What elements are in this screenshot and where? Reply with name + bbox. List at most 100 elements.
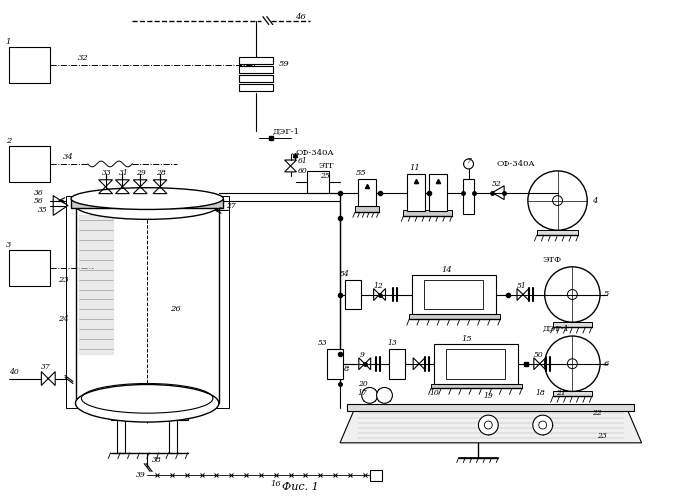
Text: 11: 11 [409, 164, 420, 172]
Bar [169, 418, 177, 452]
Text: 20: 20 [358, 380, 367, 388]
Text: 50: 50 [534, 351, 544, 359]
Text: 46: 46 [295, 12, 306, 20]
Text: 14: 14 [442, 266, 453, 274]
Bar [66, 196, 230, 408]
Text: ЭТГ: ЭТГ [318, 162, 334, 170]
Bar [409, 314, 500, 319]
Bar [111, 413, 187, 420]
Bar [434, 344, 518, 384]
Text: 5: 5 [604, 290, 610, 298]
Bar [345, 280, 361, 310]
Text: 7: 7 [466, 157, 471, 165]
Text: 53: 53 [318, 339, 328, 347]
Text: 3: 3 [5, 241, 11, 249]
Text: 26: 26 [170, 306, 181, 314]
Circle shape [484, 421, 492, 429]
Text: 35: 35 [39, 206, 48, 214]
Text: 28: 28 [156, 169, 166, 177]
Bar [355, 206, 379, 212]
Bar [308, 171, 329, 192]
Bar [462, 179, 475, 214]
Text: 27: 27 [226, 202, 236, 209]
Text: 17: 17 [358, 390, 367, 398]
Text: 22: 22 [592, 409, 602, 417]
Circle shape [538, 421, 547, 429]
Ellipse shape [75, 192, 219, 220]
Polygon shape [340, 408, 642, 443]
Text: 51: 51 [517, 282, 527, 290]
Text: 56: 56 [33, 196, 43, 204]
Text: СФ-340А: СФ-340А [496, 160, 535, 168]
Text: 12: 12 [373, 282, 384, 290]
Ellipse shape [71, 188, 223, 210]
Text: 1: 1 [5, 38, 11, 46]
Bar [9, 48, 50, 83]
Bar [9, 250, 50, 286]
Text: 31: 31 [118, 169, 128, 177]
Text: ЭТФ: ЭТФ [543, 256, 562, 264]
Text: 37: 37 [41, 362, 51, 370]
Circle shape [464, 159, 473, 169]
Bar [446, 349, 505, 378]
Bar [553, 322, 592, 327]
Text: 10: 10 [429, 390, 439, 398]
Bar [239, 84, 273, 91]
Bar [537, 230, 579, 235]
Text: 21: 21 [555, 390, 566, 398]
Text: 2: 2 [5, 137, 11, 145]
Bar [369, 470, 382, 482]
Text: Фис. 1: Фис. 1 [282, 482, 319, 492]
Text: 4: 4 [592, 196, 598, 204]
Text: 19: 19 [483, 392, 493, 400]
Text: 9: 9 [360, 351, 365, 359]
Text: СФ-340А: СФ-340А [295, 149, 334, 157]
Text: 16: 16 [271, 480, 282, 488]
Circle shape [533, 415, 553, 435]
Bar [117, 418, 126, 452]
Text: 59: 59 [278, 60, 289, 68]
Text: ДЭГ-1: ДЭГ-1 [273, 128, 299, 136]
Text: 36: 36 [33, 188, 43, 196]
Bar [9, 146, 50, 182]
Text: 60: 60 [297, 167, 307, 175]
Bar [403, 210, 452, 216]
Circle shape [362, 388, 378, 404]
Text: 32: 32 [78, 54, 89, 62]
Text: 38: 38 [152, 456, 162, 464]
Bar [239, 57, 273, 64]
Text: 15: 15 [462, 335, 473, 343]
Text: 33: 33 [102, 169, 111, 177]
Bar [327, 349, 343, 378]
Text: 29: 29 [136, 169, 146, 177]
Bar [553, 392, 592, 396]
Text: 55: 55 [356, 169, 367, 177]
Bar [71, 198, 223, 208]
Bar [76, 206, 219, 404]
Bar [358, 179, 375, 206]
Text: 24: 24 [58, 315, 69, 323]
Text: 23: 23 [58, 276, 69, 283]
Text: 61: 61 [297, 157, 307, 165]
Text: 18: 18 [536, 390, 545, 398]
Text: 54: 54 [340, 270, 350, 278]
Circle shape [479, 415, 498, 435]
Text: 8: 8 [344, 364, 349, 372]
Bar [407, 174, 425, 212]
Ellipse shape [75, 384, 219, 422]
Text: 25: 25 [320, 172, 330, 180]
Bar [347, 404, 634, 411]
Bar [239, 75, 273, 82]
Bar [429, 174, 447, 212]
Text: 34: 34 [63, 153, 74, 161]
Circle shape [377, 388, 392, 404]
Bar [239, 66, 273, 73]
Text: ДЭГ-1: ДЭГ-1 [543, 325, 570, 333]
Text: 23: 23 [597, 432, 607, 440]
Text: 6: 6 [604, 360, 610, 368]
Polygon shape [79, 216, 113, 354]
Text: 39: 39 [136, 472, 146, 480]
Bar [431, 384, 522, 388]
Text: 52: 52 [492, 180, 502, 188]
Text: 13: 13 [388, 339, 397, 347]
